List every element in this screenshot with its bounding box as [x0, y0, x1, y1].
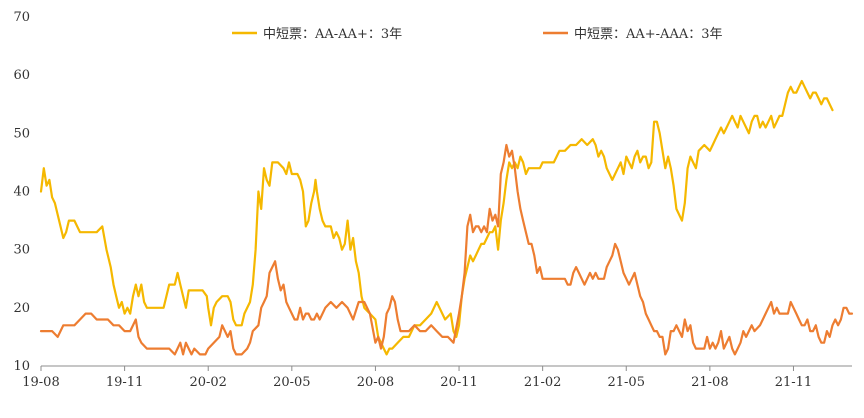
- legend-label: 中短票：AA-AA+：3年: [263, 27, 402, 42]
- y-tick-label: 50: [13, 126, 30, 141]
- y-tick-label: 60: [13, 68, 30, 83]
- x-tick-label: 21-08: [691, 375, 728, 390]
- x-tick-label: 20-08: [357, 375, 394, 390]
- series-line-2: [39, 143, 854, 356]
- x-tick-label: 20-05: [273, 375, 310, 390]
- x-tick-label: 21-11: [775, 375, 812, 390]
- x-axis-ticks: 19-08 19-11 20-02 20-05 20-08 20-11 21-02 21-05…: [22, 366, 812, 390]
- y-tick-label: 30: [13, 243, 30, 258]
- legend: 中短票：AA-AA+：3年 中短票：AA+-AAA：3年: [232, 27, 723, 42]
- x-tick-label: 21-02: [524, 375, 561, 390]
- series-layer: [39, 79, 854, 356]
- x-tick-label: 19-08: [22, 375, 59, 390]
- y-tick-label: 20: [13, 301, 30, 316]
- series-line-1: [39, 79, 834, 356]
- y-tick-label: 40: [13, 185, 30, 200]
- x-tick-label: 21-05: [608, 375, 645, 390]
- legend-label: 中短票：AA+-AAA：3年: [574, 27, 723, 42]
- x-tick-label: 20-02: [189, 375, 226, 390]
- x-tick-label: 19-11: [106, 375, 143, 390]
- y-axis-ticks: 10 20 30 40 50 60 70: [13, 10, 30, 374]
- y-tick-label: 70: [13, 10, 30, 25]
- y-tick-label: 10: [13, 359, 30, 374]
- x-tick-label: 20-11: [440, 375, 477, 390]
